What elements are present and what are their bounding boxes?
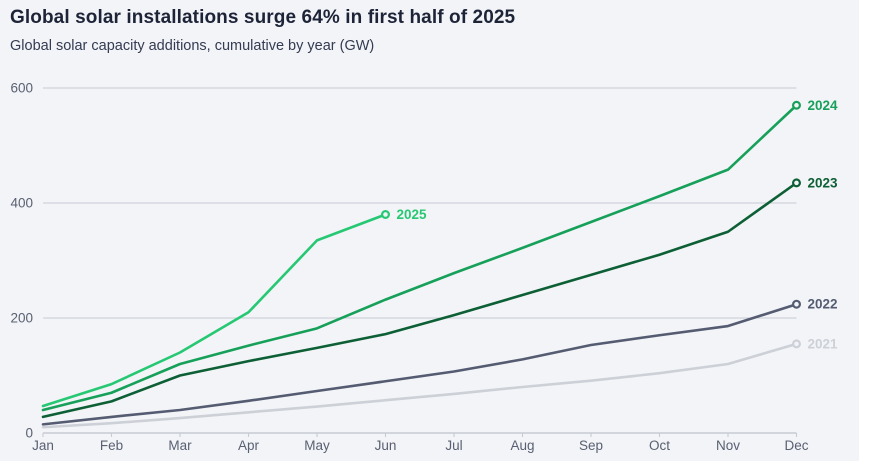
page-margin-right xyxy=(859,0,873,469)
x-tick-label-apr: Apr xyxy=(238,438,260,453)
series-line-2024 xyxy=(41,103,798,412)
x-tick-label-jul: Jul xyxy=(445,438,462,453)
series-end-marker-2023 xyxy=(791,178,801,188)
chart-subtitle: Global solar capacity additions, cumulat… xyxy=(10,38,375,54)
series-label-2022: 2022 xyxy=(808,297,838,312)
x-tick-label-dec: Dec xyxy=(784,438,808,453)
y-tick-label-200: 200 xyxy=(10,311,33,326)
series-line-2021 xyxy=(41,342,798,429)
x-tick-label-may: May xyxy=(304,438,330,453)
x-tick-label-sep: Sep xyxy=(579,438,603,453)
series-label-2023: 2023 xyxy=(808,175,839,190)
series-label-2021: 2021 xyxy=(808,336,839,351)
page-title: Global solar installations surge 64% in … xyxy=(10,7,516,28)
chart-card xyxy=(0,0,859,461)
series-end-marker-2022 xyxy=(791,299,801,309)
y-tick-label-400: 400 xyxy=(10,196,33,211)
y-tick-label-600: 600 xyxy=(10,81,33,96)
series-end-marker-2025 xyxy=(381,210,391,220)
page-margin-bottom xyxy=(0,461,873,469)
series-end-marker-2024 xyxy=(791,100,801,110)
series-label-2025: 2025 xyxy=(397,207,428,222)
x-tick-label-oct: Oct xyxy=(649,438,670,453)
series-line-2022 xyxy=(41,302,798,426)
x-tick-label-feb: Feb xyxy=(100,438,123,453)
x-tick-label-mar: Mar xyxy=(168,438,192,453)
chart-header: Global solar installations surge 64% in … xyxy=(10,7,515,54)
series-line-2023 xyxy=(41,181,798,419)
series-end-marker-2021 xyxy=(791,339,801,349)
series-line-2025 xyxy=(41,213,387,408)
y-tick-label-0: 0 xyxy=(25,426,33,441)
x-tick-label-jan: Jan xyxy=(32,438,54,453)
x-tick-label-nov: Nov xyxy=(716,438,740,453)
x-tick-label-jun: Jun xyxy=(375,438,397,453)
series-label-2024: 2024 xyxy=(808,98,839,113)
x-tick-label-aug: Aug xyxy=(510,438,534,453)
